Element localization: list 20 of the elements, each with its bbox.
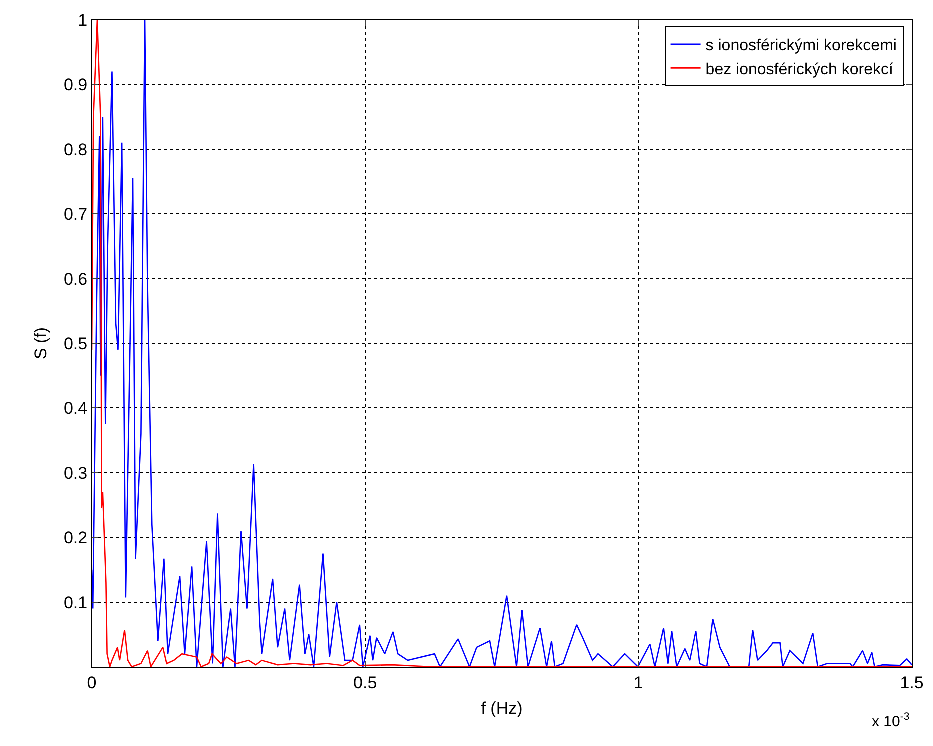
x-tick-label: 0 — [87, 673, 97, 692]
y-tick-label: 0.1 — [64, 593, 88, 612]
y-tick-label: 0.4 — [64, 399, 88, 418]
y-tick-label: 1 — [78, 10, 88, 30]
y-tick-label: 0.9 — [64, 76, 88, 95]
x-tick-label: 1 — [634, 673, 644, 692]
y-tick-label: 0.6 — [64, 270, 88, 289]
y-tick-label: 0.5 — [64, 334, 88, 354]
line-series — [92, 20, 912, 667]
y-tick-label: 0.8 — [64, 140, 88, 160]
x-axis-title: f (Hz) — [481, 698, 523, 718]
y-tick-label: 0.2 — [64, 528, 88, 548]
y-tick-label: 0.3 — [64, 464, 88, 483]
text: x 10$^{-3}$ — [872, 711, 910, 730]
legend-label: s ionosférickými korekcemi — [706, 38, 897, 55]
x-tick-label: 0.5 — [354, 673, 378, 692]
legend-label: bez ionosférických korekcí — [706, 61, 894, 78]
x-tick-label: 1.5 — [900, 673, 924, 692]
y-tick-label: 0.7 — [64, 205, 88, 224]
y-axis-title: S (f) — [32, 327, 51, 360]
